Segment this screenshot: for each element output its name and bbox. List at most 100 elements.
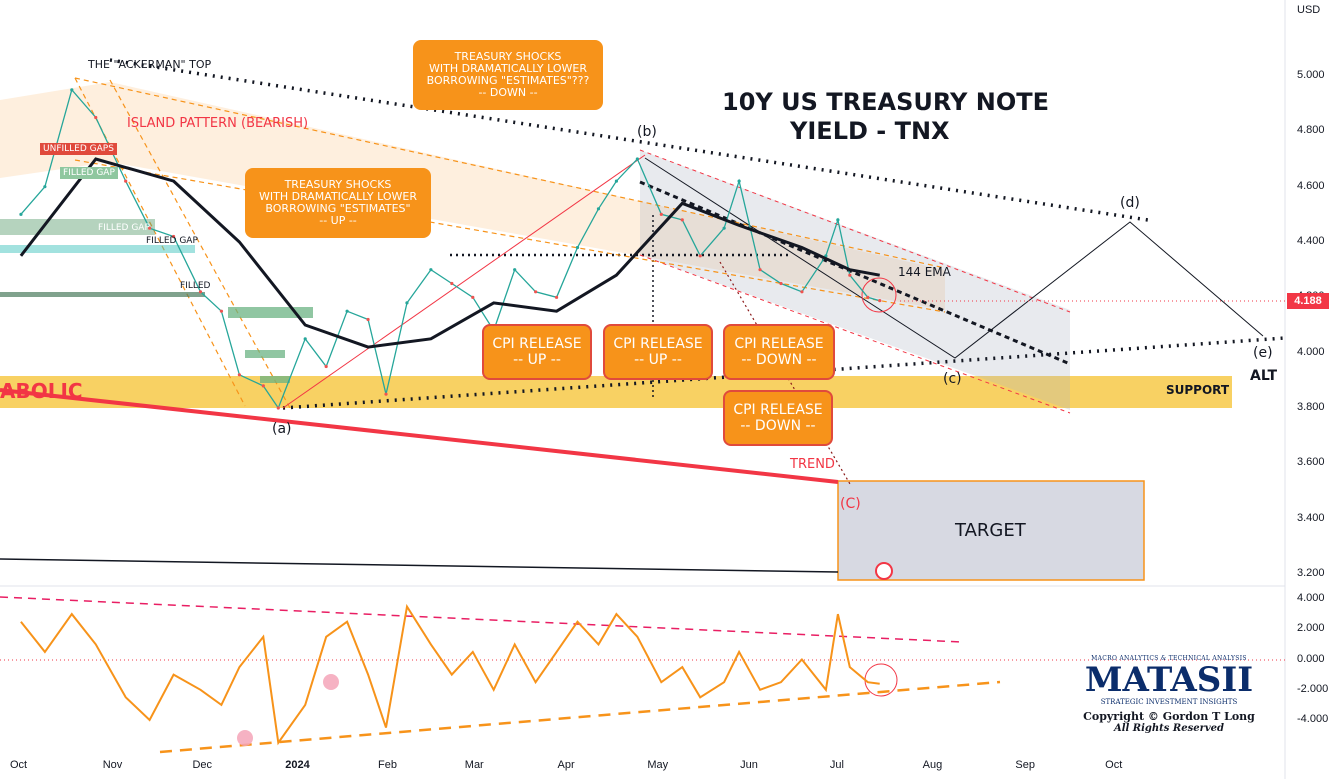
tnx-data-point (779, 281, 783, 286)
logo-tagline: MACRO ANALYTICS & TECHNICAL ANALYSIS (1091, 655, 1247, 662)
logo-subtitle: STRATEGIC INVESTMENT INSIGHTS (1100, 698, 1238, 706)
tnx-data-point (148, 226, 152, 230)
callout-cpi-release-1: CPI RELEASE -- UP -- (482, 324, 592, 380)
tnx-data-point (659, 212, 663, 216)
tnx-data-point (737, 179, 741, 183)
alt-label: ALT (1250, 368, 1277, 384)
tnx-data-point (848, 273, 852, 277)
tnx-data-point (70, 88, 74, 92)
price-tick: 4.400 (1297, 235, 1325, 247)
tnx-data-point (219, 309, 224, 313)
gap-box-4 (228, 307, 313, 318)
ackerman-top-label: THE "ACKERMAN" TOP (88, 58, 212, 71)
gap-box-2 (0, 245, 195, 253)
oscillator-line (20, 603, 880, 746)
tnx-data-point (575, 245, 580, 250)
tnx-price-line (20, 88, 880, 410)
callout-cpi-release-2: CPI RELEASE -- UP -- (603, 324, 713, 380)
price-tick: 4.600 (1297, 179, 1325, 192)
marker-circle-current (861, 277, 897, 313)
price-tick: 4.800 (1297, 124, 1325, 137)
callout-line: BORROWING "ESTIMATES" (265, 202, 411, 215)
oscillator-lower-dashed (159, 680, 1001, 754)
callout-line: CPI RELEASE (492, 336, 582, 352)
wave-e-label: (e) (1253, 345, 1273, 361)
orange-dashed-fall-left (74, 77, 246, 407)
time-tick: Sep (1015, 759, 1035, 771)
price-tick: 3.800 (1297, 401, 1325, 413)
filled-gap-label-1: FILLED GAP (60, 167, 118, 179)
wave-a-label: (a) (272, 421, 292, 437)
tnx-data-point (366, 317, 370, 322)
oscillator-tick: -2.000 (1297, 682, 1329, 695)
currency-label[interactable]: USD (1297, 4, 1321, 16)
tnx-data-point (635, 157, 639, 161)
tnx-data-point (276, 406, 280, 410)
time-tick: Nov (102, 759, 123, 771)
orange-dashed-lower (74, 159, 946, 313)
price-tick: 4.000 (1297, 345, 1325, 358)
callout-line: CPI RELEASE (734, 336, 824, 352)
tnx-data-point (124, 179, 128, 183)
tnx-data-point (722, 226, 726, 230)
logo-rights: All Rights Reserved (1113, 723, 1225, 734)
tnx-data-point (345, 309, 349, 313)
wave-c-label: (c) (943, 371, 962, 387)
tnx-data-point (614, 179, 619, 183)
price-tick: 3.600 (1297, 456, 1325, 469)
tnx-data-point (554, 295, 559, 299)
callout-line: -- UP -- (513, 352, 561, 368)
callout-treasury-shock-down: TREASURY SHOCKS WITH DRAMATICALLY LOWER … (413, 40, 603, 110)
price-tick: 3.400 (1297, 511, 1325, 524)
ema-144-line (19, 157, 880, 349)
tnx-data-point (261, 384, 265, 388)
time-tick: Jun (740, 759, 758, 771)
tnx-data-point (513, 268, 517, 272)
callout-line: -- DOWN -- (741, 352, 817, 368)
callout-line: BORROWING "ESTIMATES"??? (426, 74, 590, 87)
callout-line: TREASURY SHOCKS (284, 178, 392, 191)
wave-d-label: (d) (1120, 195, 1140, 211)
island-pattern-label: ISLAND PATTERN (BEARISH) (127, 116, 309, 131)
parabolic-label: ABOLIC (0, 379, 83, 403)
wave-C-label: (C) (840, 496, 861, 512)
callout-line: -- DOWN -- (740, 418, 816, 434)
tnx-data-point (471, 295, 475, 299)
matasii-logo: MACRO ANALYTICS & TECHNICAL ANALYSIS MAT… (1074, 655, 1264, 734)
support-zone (0, 376, 1232, 408)
unfilled-gaps-label: UNFILLED GAPS (40, 143, 117, 155)
support-label: SUPPORT (1166, 383, 1230, 397)
tnx-data-point (836, 218, 840, 222)
tnx-data-point (324, 364, 328, 369)
trendlines-layer (0, 58, 1286, 754)
callout-line: CPI RELEASE (733, 402, 823, 418)
price-tick: 5.000 (1297, 69, 1325, 81)
ema-label: 144 EMA (898, 265, 951, 279)
tnx-data-point (94, 115, 98, 120)
tnx-data-point (878, 299, 882, 303)
callout-line: -- UP -- (634, 352, 682, 368)
callout-cpi-release-3: CPI RELEASE -- DOWN -- (723, 324, 835, 380)
time-tick: Oct (9, 759, 28, 771)
callout-line: WITH DRAMATICALLY LOWER (428, 62, 587, 75)
callout-line: CPI RELEASE (613, 336, 703, 352)
oscillator-low-dot-2 (323, 674, 339, 690)
tnx-data-point (450, 281, 454, 286)
time-tick: Dec (192, 759, 213, 771)
target-box (837, 480, 1145, 581)
current-price-tag: 4.188 (1287, 293, 1329, 309)
callout-line: WITH DRAMATICALLY LOWER (258, 190, 417, 203)
chart-title-line-2: YIELD - TNX (790, 117, 950, 145)
us-flag-marker (875, 562, 893, 580)
callout-cpi-release-4: CPI RELEASE -- DOWN -- (723, 390, 833, 446)
oscillator-upper-dashed (0, 596, 963, 643)
parabolic-trendline (0, 388, 839, 484)
chart-title-line-1: 10Y US TREASURY NOTE (722, 88, 1050, 116)
tnx-data-point (198, 290, 203, 294)
target-label: TARGET (955, 520, 1026, 541)
callout-treasury-shock-up: TREASURY SHOCKS WITH DRAMATICALLY LOWER … (245, 168, 431, 238)
oscillator-tick: 4.000 (1297, 592, 1325, 604)
time-tick: May (647, 759, 669, 771)
time-tick: Mar (464, 759, 484, 771)
